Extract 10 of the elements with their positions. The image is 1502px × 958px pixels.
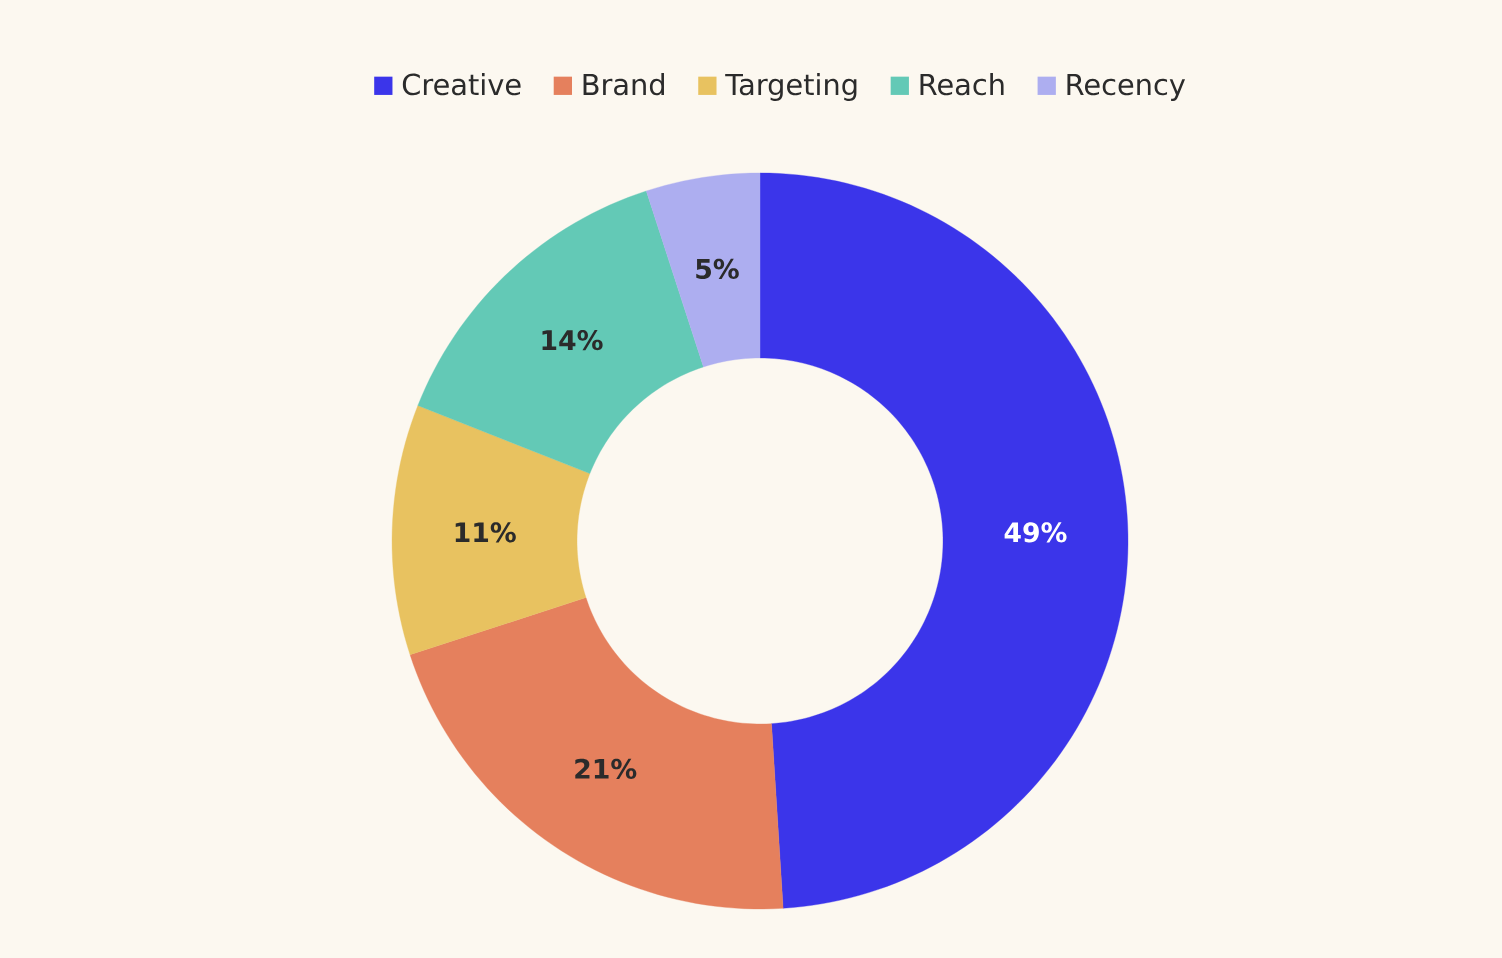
legend-label: Reach: [920, 73, 1004, 96]
legend-label: Creative: [402, 73, 521, 96]
legend-label: Targeting: [725, 73, 857, 101]
data-label: 21%: [575, 758, 637, 779]
data-label: 14%: [542, 330, 603, 351]
legend-label: Recency: [1067, 73, 1186, 101]
data-label: 49%: [1004, 522, 1067, 543]
data-label: 11%: [455, 522, 516, 543]
legend-label: Brand: [583, 73, 664, 96]
data-label: 5%: [696, 258, 739, 279]
